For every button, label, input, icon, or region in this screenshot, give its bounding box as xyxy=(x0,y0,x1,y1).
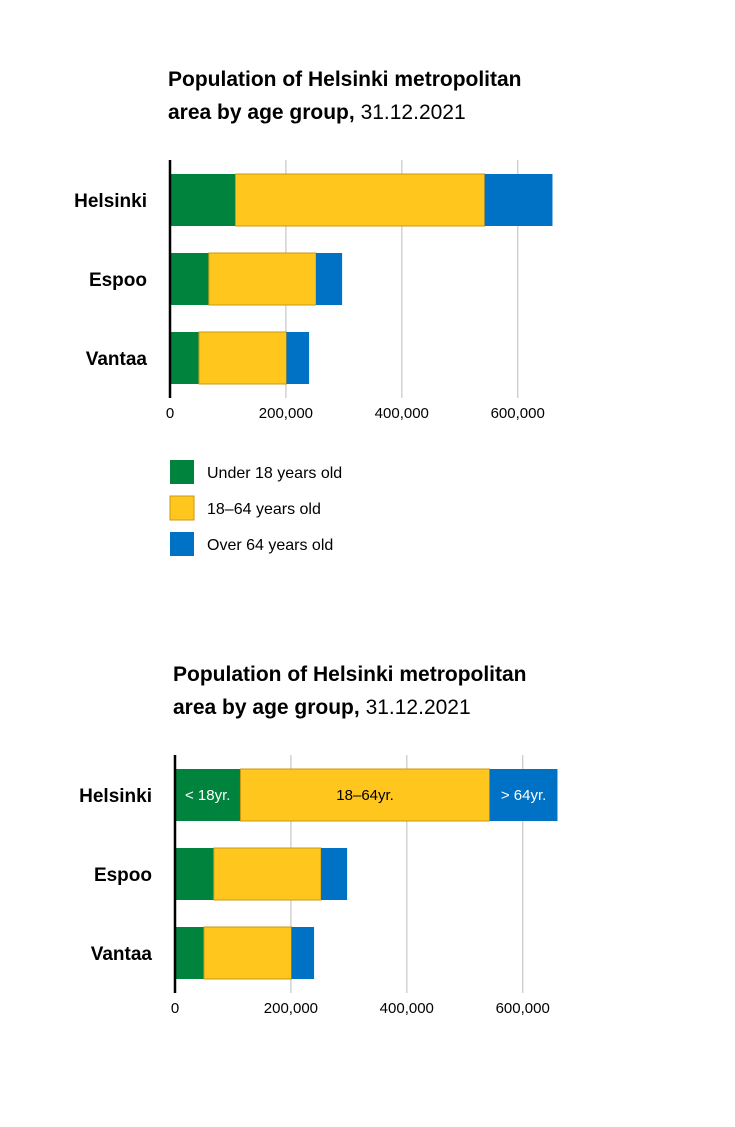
inline-label: 18–64yr. xyxy=(336,787,394,804)
category-label-helsinki: Helsinki xyxy=(79,786,152,807)
x-tick-label: 200,000 xyxy=(259,405,313,422)
chart-2: Population of Helsinki metropolitan area … xyxy=(79,663,558,1017)
category-label-espoo: Espoo xyxy=(89,270,147,291)
legend-label: Under 18 years old xyxy=(207,465,342,482)
bar-segment-helsinki-18-64 xyxy=(234,173,486,227)
bar-segment-vantaa-over64 xyxy=(291,927,315,979)
bar-segment-espoo-under18 xyxy=(170,253,209,305)
bar-segment-espoo-over64 xyxy=(316,253,343,305)
category-label-espoo: Espoo xyxy=(94,865,152,886)
chart-title-line2: area by age group, 31.12.2021 xyxy=(173,696,471,719)
x-tick-label: 200,000 xyxy=(264,1000,318,1017)
category-label-vantaa: Vantaa xyxy=(91,944,153,965)
chart-title-line1: Population of Helsinki metropolitan xyxy=(168,68,522,91)
chart-1: Population of Helsinki metropolitan area … xyxy=(74,68,553,556)
bar-segment-helsinki-over64 xyxy=(489,769,558,821)
x-tick-label: 600,000 xyxy=(496,1000,550,1017)
chart-date: 31.12.2021 xyxy=(361,101,466,124)
bar-segment-espoo-under18 xyxy=(175,848,214,900)
inline-label: < 18yr. xyxy=(185,787,230,804)
x-tick-label: 0 xyxy=(171,1000,179,1017)
bar-segment-vantaa-18-64 xyxy=(198,331,287,385)
legend-swatch xyxy=(170,532,194,556)
x-tick-label: 400,000 xyxy=(380,1000,434,1017)
bar-segment-helsinki-under18 xyxy=(170,174,236,226)
x-tick-label: 0 xyxy=(166,405,174,422)
legend-label: Over 64 years old xyxy=(207,537,333,554)
category-label-helsinki: Helsinki xyxy=(74,191,147,212)
bar-segment-espoo-over64 xyxy=(321,848,348,900)
legend-swatch xyxy=(170,460,194,484)
bar-segment-helsinki-over64 xyxy=(484,174,553,226)
category-label-vantaa: Vantaa xyxy=(86,349,148,370)
bar-segment-espoo-18-64 xyxy=(213,847,322,901)
bar-segment-helsinki-under18 xyxy=(175,769,241,821)
chart-date: 31.12.2021 xyxy=(366,696,471,719)
bar-segment-vantaa-under18 xyxy=(175,927,204,979)
inline-label: > 64yr. xyxy=(501,787,546,804)
bar-segment-vantaa-over64 xyxy=(286,332,310,384)
x-tick-label: 600,000 xyxy=(491,405,545,422)
chart-title-line2: area by age group, 31.12.2021 xyxy=(168,101,466,124)
bar-segment-vantaa-under18 xyxy=(170,332,199,384)
bar-segment-espoo-18-64 xyxy=(208,252,317,306)
chart-title-line1: Population of Helsinki metropolitan xyxy=(173,663,527,686)
legend-swatch xyxy=(169,495,195,521)
x-tick-label: 400,000 xyxy=(375,405,429,422)
legend-label: 18–64 years old xyxy=(207,501,321,518)
bar-segment-vantaa-18-64 xyxy=(203,926,292,980)
